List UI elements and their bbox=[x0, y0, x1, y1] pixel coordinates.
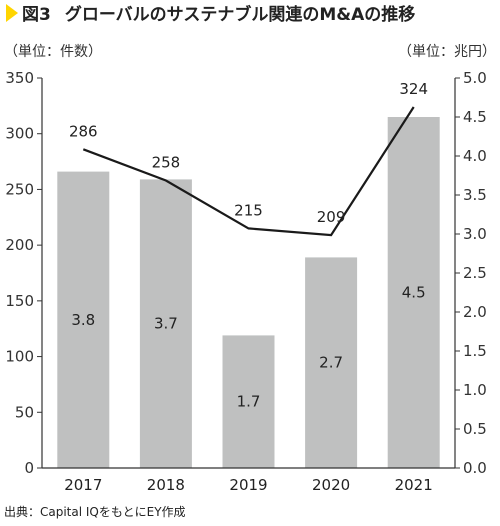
x-tick-label-2019: 2019 bbox=[229, 476, 267, 494]
right-tick-label: 4.5 bbox=[463, 108, 487, 126]
line-layer bbox=[82, 106, 415, 237]
bar-2018 bbox=[139, 179, 192, 468]
bar-value-label-2017: 3.8 bbox=[71, 311, 95, 329]
right-tick-label: 0.0 bbox=[463, 459, 487, 477]
bar-value-label-2019: 1.7 bbox=[237, 393, 261, 411]
right-tick-label: 1.5 bbox=[463, 342, 487, 360]
x-tick-label-2020: 2020 bbox=[312, 476, 350, 494]
left-tick-label: 100 bbox=[5, 348, 34, 366]
left-tick-label: 150 bbox=[5, 292, 34, 310]
left-tick-label: 300 bbox=[5, 125, 34, 143]
bar-value-label-2018: 3.7 bbox=[154, 315, 178, 333]
bar-value-label-2021: 4.5 bbox=[402, 284, 426, 302]
right-tick-label: 3.0 bbox=[463, 225, 487, 243]
left-tick-label: 250 bbox=[5, 180, 34, 198]
right-tick-label: 2.5 bbox=[463, 264, 487, 282]
right-tick-label: 3.5 bbox=[463, 186, 487, 204]
source-note: 出典：Capital IQをもとにEY作成 bbox=[4, 505, 186, 519]
x-tick-label-2021: 2021 bbox=[395, 476, 433, 494]
left-tick-label: 0 bbox=[24, 459, 34, 477]
bar-2019 bbox=[222, 335, 275, 468]
right-tick-label: 5.0 bbox=[463, 69, 487, 87]
figure-title: 図3 グローバルのサステナブル関連のM&Aの推移 bbox=[22, 4, 415, 25]
line-value-label-2019: 215 bbox=[234, 201, 263, 219]
right-tick-label: 4.0 bbox=[463, 147, 487, 165]
line-value-label-2020: 209 bbox=[317, 208, 346, 226]
right-tick-label: 1.0 bbox=[463, 381, 487, 399]
figure-title-text: グローバルのサステナブル関連のM&Aの推移 bbox=[65, 4, 415, 25]
left-axis-unit-label: （単位：件数） bbox=[4, 44, 102, 60]
bar-2020 bbox=[305, 257, 358, 468]
bar-value-label-2020: 2.7 bbox=[319, 354, 343, 372]
right-axis-unit-label: （単位：兆円） bbox=[398, 44, 496, 60]
ticks-layer: 0 50 100 150 200 250 300 350 0.0 0.5 1.0 1.5 2.0 2.5 3… bbox=[5, 69, 487, 494]
title-marker-icon bbox=[6, 4, 18, 22]
bar-2017 bbox=[57, 171, 110, 468]
left-tick-label: 50 bbox=[15, 403, 34, 421]
labels-layer: 3.8 3.7 1.7 2.7 4.5 286 258 215 209 324 bbox=[69, 80, 428, 411]
left-tick-label: 200 bbox=[5, 236, 34, 254]
line-value-label-2017: 286 bbox=[69, 122, 98, 140]
line-value-label-2021: 324 bbox=[399, 80, 428, 98]
right-tick-label: 2.0 bbox=[463, 303, 487, 321]
figure-number: 図3 bbox=[22, 5, 51, 25]
bars-layer bbox=[57, 117, 440, 468]
right-tick-label: 0.5 bbox=[463, 420, 487, 438]
x-tick-label-2017: 2017 bbox=[64, 476, 102, 494]
bar-2021 bbox=[387, 117, 440, 468]
deals-count-line bbox=[82, 106, 415, 237]
left-tick-label: 350 bbox=[5, 69, 34, 87]
line-value-label-2018: 258 bbox=[152, 154, 181, 172]
x-tick-label-2018: 2018 bbox=[147, 476, 185, 494]
